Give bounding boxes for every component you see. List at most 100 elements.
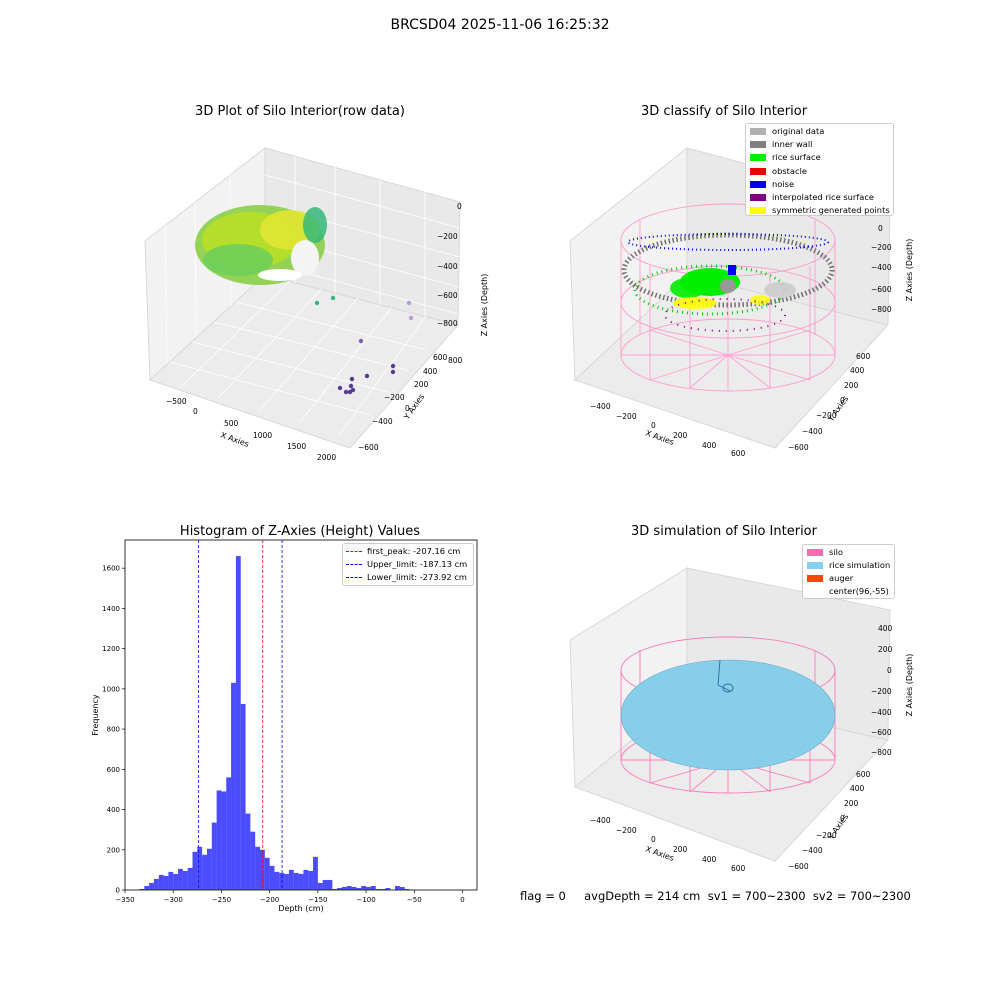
legend-item: noise [750,179,893,192]
classify-xlabel: X Axies [644,428,675,447]
histogram-bar [235,556,241,890]
histogram-xtick-label: −200 [260,896,279,904]
histogram-bar [158,874,164,890]
histogram-bar [231,682,236,890]
histogram-ytick-label: 600 [107,766,120,774]
raw-plot-title: 3D Plot of Silo Interior(row data) [195,104,405,119]
raw-ztick: 0 [457,202,462,211]
histogram-bar [206,848,212,890]
raw-axis-ticks: −500 0 500 1000 1500 2000 −600 −400 −200… [166,202,463,460]
histogram-bar [178,868,183,890]
simulation-axis-ticks: −400 −200 0 200 400 600 −600 −400 −200 0… [590,624,893,873]
histogram-title: Histogram of Z-Axies (Height) Values [179,524,421,539]
histogram-bar [149,882,154,890]
classify-ytick: −200 [816,411,837,420]
raw-xtick: 2000 [317,453,336,460]
histogram-bar [293,872,299,890]
status-readout: flag = 0 avgDepth = 214 cm sv1 = 700~230… [520,889,911,903]
histogram-bar [139,888,145,890]
histogram-bar [240,703,246,890]
classify-ytick: 600 [856,352,871,361]
classify-zlabel: Z Axies (Depth) [905,239,914,302]
histogram-chart: −350 −300 −250 −200 −150 −100 −50 0 0 200 400 600 8… [91,539,478,913]
histogram-bar [303,869,309,890]
histogram-bar [385,887,391,890]
histogram-bar [260,849,265,890]
histogram-bar [163,875,169,890]
rice-simulation-surface [620,659,836,771]
histogram-bar [211,822,217,890]
simulation-ztick: 400 [878,624,893,633]
histogram-bar [216,790,222,890]
raw-xtick: −500 [166,397,187,406]
histogram-bar [395,885,400,890]
legend-item: interpolated rice surface [750,192,893,205]
raw-point-cloud [195,205,414,395]
raw-ytick: 0 [405,404,410,413]
raw-ytick: 600 [433,353,448,362]
legend-line [346,564,362,565]
classify-3d-plot: −400 −200 0 200 400 600 −600 −400 −200 0… [569,146,914,458]
histogram-ylabel: Frequency [91,694,100,736]
simulation-xtick: 600 [731,864,746,873]
histogram-bar [245,813,251,890]
simulation-ytick: −400 [802,846,823,855]
histogram-bar [226,777,232,890]
legend-swatch [807,588,823,595]
classify-ytick: −400 [802,427,823,436]
histogram-bar [380,888,386,890]
simulation-ylabel: Y Axies [826,812,851,842]
legend-item: Lower_limit: -273.92 cm [346,572,473,585]
raw-ztick: −400 [437,262,458,271]
histogram-ytick-label: 1400 [102,605,120,613]
auger-marker [717,659,734,693]
histogram-bar [182,870,188,890]
simulation-ztick: 200 [878,645,893,654]
legend-swatch [750,207,766,215]
classify-ztick: −200 [871,243,892,252]
histogram-ytick-label: 800 [107,726,120,734]
classify-xtick: −400 [590,402,611,411]
histogram-ytick-label: 1600 [102,565,120,573]
raw-xtick: 500 [224,419,239,428]
legend-item: rice surface [750,152,893,165]
raw-ytick: 200 [414,380,429,389]
simulation-ztick: −600 [871,728,892,737]
classify-point-cloud [621,232,835,332]
legend-item: inner wall [750,139,893,152]
classify-ytick: 200 [844,381,859,390]
histogram-bar [322,879,328,890]
classify-ytick: −600 [788,443,809,452]
histogram-frame [124,539,478,891]
classify-xtick: −200 [616,412,637,421]
simulation-ztick: −200 [871,687,892,696]
histogram-bar [313,856,318,890]
histogram-reference-lines [197,540,283,890]
simulation-xtick: 200 [673,845,688,854]
classify-ztick: −600 [871,285,892,294]
legend-item: rice simulation [807,560,894,573]
histogram-bar [197,846,203,890]
simulation-ztick: −800 [871,748,892,757]
legend-swatch [750,154,766,162]
histogram-bar [264,857,270,890]
legend-item: original data [750,126,893,139]
simulation-ytick: 600 [856,770,871,779]
histogram-bar [284,873,289,890]
histogram-bar [327,879,333,890]
histogram-bar [202,854,207,890]
histogram-bar [366,886,371,890]
histogram-bar [153,878,159,890]
histogram-bar [298,873,304,890]
histogram-ytick-label: 0 [116,887,120,895]
histogram-bar [221,791,227,890]
histogram-xlabel: Depth (cm) [278,904,323,913]
histogram-bar [370,885,376,890]
simulation-ytick: −600 [788,862,809,871]
legend-line [346,551,362,552]
simulation-ztick: −400 [871,708,892,717]
raw-ytick: −200 [384,393,405,402]
raw-xtick: 0 [193,407,198,416]
simulation-ytick: 200 [844,799,859,808]
histogram-bar [399,886,405,890]
